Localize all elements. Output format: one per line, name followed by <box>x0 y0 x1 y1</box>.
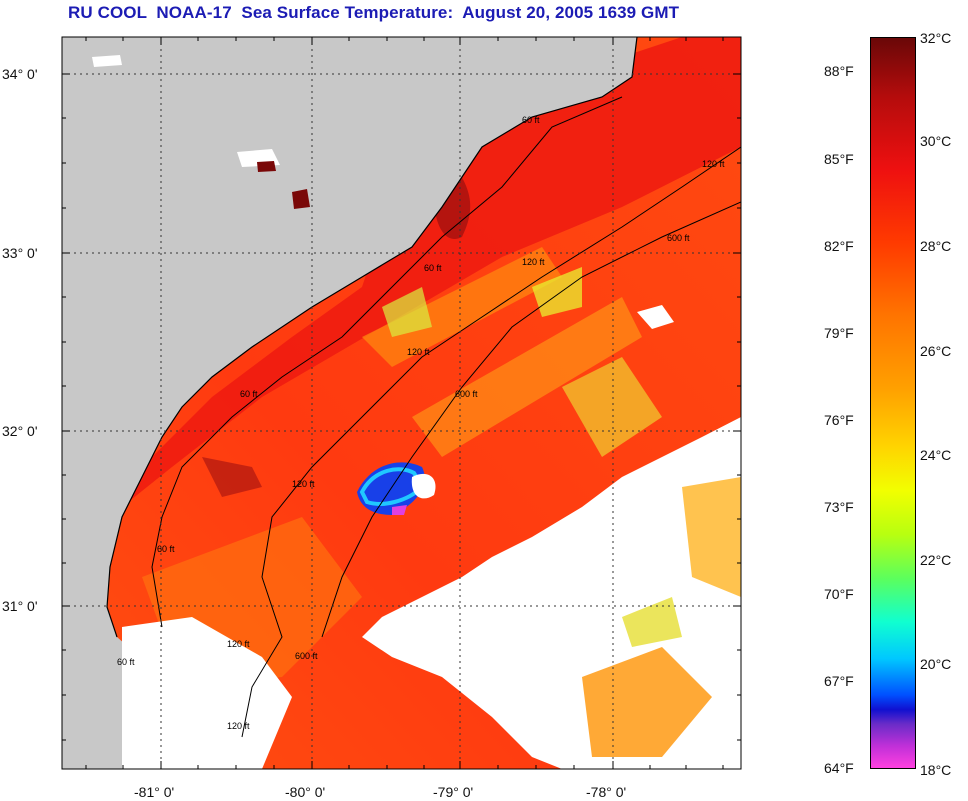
colorbar-c-label: 32°C <box>920 30 952 46</box>
isobath-label: 120 ft <box>702 159 725 169</box>
warm-patch-se-3 <box>622 597 682 647</box>
colorbar-c-label: 18°C <box>920 762 952 778</box>
orange-streak-2 <box>412 297 642 457</box>
colorbar-f-label: 67°F <box>824 673 854 689</box>
warm-patch-se-1 <box>582 647 712 757</box>
colorbar-f-label: 64°F <box>824 760 854 776</box>
isobath-label: 60 ft <box>157 544 175 554</box>
cloud-small <box>637 305 674 329</box>
grid-lines <box>62 37 741 769</box>
colorbar <box>870 37 916 769</box>
isobath-label: 600 ft <box>667 233 690 243</box>
lat-label-34: 34° 0' <box>2 66 38 82</box>
sst-map: 60 ft 60 ft 120 ft 600 ft 60 ft 120 ft 6… <box>62 37 741 769</box>
colorbar-f-label: 79°F <box>824 325 854 341</box>
colorbar-c-label: 20°C <box>920 656 952 672</box>
isobath-label: 60 ft <box>424 263 442 273</box>
colorbar-f-label: 88°F <box>824 63 854 79</box>
orange-streak-1 <box>362 247 562 367</box>
colorbar-f-label: 82°F <box>824 238 854 254</box>
cloud-land-2 <box>92 55 122 67</box>
isobath-label: 600 ft <box>295 651 318 661</box>
coastline <box>106 37 638 638</box>
lat-label-31: 31° 0' <box>2 598 38 614</box>
hot-spot-south <box>202 457 262 497</box>
yellow-patch-2 <box>562 357 662 457</box>
colorbar-c-label: 30°C <box>920 133 952 149</box>
cloud-west <box>411 473 436 499</box>
magenta-spot <box>392 505 407 515</box>
colorbar-c-label: 24°C <box>920 447 952 463</box>
warm-nearshore-band <box>122 37 741 507</box>
isobath-label: 120 ft <box>227 721 250 731</box>
isobath-label: 600 ft <box>455 389 478 399</box>
isobath-label: 120 ft <box>292 479 315 489</box>
lon-label-79: -79° 0' <box>433 784 474 800</box>
colorbar-f-label: 73°F <box>824 499 854 515</box>
colorbar-f-label: 70°F <box>824 586 854 602</box>
colorbar-f-label: 76°F <box>824 412 854 428</box>
colorbar-c-label: 26°C <box>920 343 952 359</box>
isobath-label: 120 ft <box>522 257 545 267</box>
lon-label-78: -78° 0' <box>586 784 627 800</box>
hot-spot-land-1 <box>257 161 276 172</box>
lon-label-81: -81° 0' <box>134 784 175 800</box>
colorbar-c-label: 28°C <box>920 238 952 254</box>
cloud-southwest <box>122 617 292 769</box>
chart-title: RU COOL NOAA-17 Sea Surface Temperature:… <box>68 3 680 22</box>
isobath-120ft <box>241 146 741 738</box>
yellow-patch-3 <box>382 287 432 337</box>
lat-label-33: 33° 0' <box>2 245 38 261</box>
isobath-label: 120 ft <box>227 639 250 649</box>
warm-patch-se-2 <box>682 477 741 597</box>
isobath-label: 60 ft <box>522 115 540 125</box>
isobath-label: 60 ft <box>117 657 135 667</box>
lon-label-80: -80° 0' <box>285 784 326 800</box>
lat-label-32: 32° 0' <box>2 423 38 439</box>
isobath-600ft <box>321 201 741 638</box>
hot-spot-land-2 <box>292 189 310 209</box>
land <box>62 37 637 769</box>
colorbar-f-label: 85°F <box>824 151 854 167</box>
colorbar-c-label: 22°C <box>920 552 952 568</box>
isobath-label: 120 ft <box>407 347 430 357</box>
yellow-patch-1 <box>532 267 582 317</box>
isobath-label: 60 ft <box>240 389 258 399</box>
